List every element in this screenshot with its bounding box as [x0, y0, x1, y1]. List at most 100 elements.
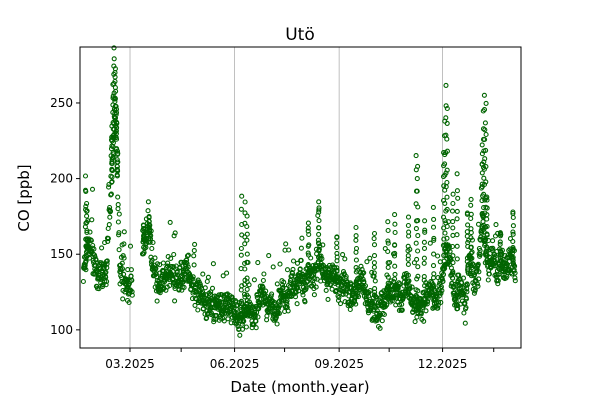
- data-point: [345, 281, 351, 287]
- data-point: [399, 307, 405, 313]
- x-tick-label: 12.2025: [418, 357, 468, 371]
- data-point: [442, 218, 448, 224]
- data-point: [421, 260, 427, 266]
- data-point: [209, 285, 216, 291]
- data-point: [441, 183, 447, 189]
- data-point: [294, 301, 300, 307]
- data-point: [334, 250, 340, 256]
- data-point: [372, 299, 378, 305]
- data-point: [242, 266, 248, 272]
- y-tick-label: 100: [50, 323, 73, 337]
- data-point: [200, 271, 206, 277]
- data-point: [244, 301, 250, 307]
- data-point: [84, 244, 90, 251]
- data-point: [367, 288, 373, 294]
- data-point: [405, 214, 412, 220]
- data-point: [442, 200, 448, 206]
- data-point: [114, 148, 121, 154]
- data-point: [115, 202, 121, 208]
- data-point: [465, 240, 471, 246]
- data-point: [244, 231, 250, 237]
- data-point: [483, 236, 489, 243]
- data-point: [253, 325, 259, 331]
- data-point: [444, 120, 450, 126]
- data-point: [238, 252, 244, 258]
- y-tick-label: 200: [50, 172, 73, 186]
- data-point: [454, 188, 460, 194]
- data-point: [407, 283, 413, 289]
- data-point: [427, 240, 433, 246]
- data-point: [385, 280, 391, 286]
- data-point: [279, 282, 286, 288]
- data-point: [353, 245, 360, 252]
- data-point: [103, 282, 109, 288]
- data-point: [172, 298, 178, 304]
- data-point: [385, 264, 391, 270]
- data-point: [92, 254, 98, 260]
- data-point: [438, 290, 444, 296]
- data-point: [371, 260, 377, 266]
- data-point: [334, 240, 340, 246]
- data-point: [334, 234, 340, 240]
- data-point: [454, 216, 460, 222]
- data-point: [371, 236, 377, 242]
- data-point: [392, 250, 398, 256]
- data-point: [244, 213, 250, 219]
- data-point: [84, 219, 90, 225]
- data-point: [385, 240, 391, 246]
- data-point: [239, 326, 246, 332]
- data-point: [468, 255, 474, 261]
- data-point: [228, 320, 234, 326]
- x-tick-label: 09.2025: [314, 357, 364, 371]
- data-point: [483, 164, 489, 170]
- data-point: [306, 242, 312, 248]
- data-point: [444, 167, 450, 173]
- data-point: [414, 188, 420, 194]
- data-point: [238, 298, 244, 304]
- data-point: [114, 125, 120, 131]
- data-point: [468, 211, 474, 217]
- data-point: [128, 267, 134, 273]
- data-point: [455, 195, 461, 201]
- data-point: [464, 229, 470, 235]
- data-point: [479, 181, 485, 187]
- data-point: [141, 223, 147, 229]
- data-point: [113, 103, 119, 109]
- data-point: [392, 229, 398, 236]
- data-point: [274, 281, 280, 287]
- data-point: [83, 203, 89, 209]
- data-point: [444, 235, 450, 241]
- data-point: [353, 233, 359, 239]
- data-point: [269, 291, 275, 297]
- data-point: [443, 241, 449, 247]
- data-point: [84, 229, 90, 236]
- gridlines: [129, 47, 443, 348]
- data-point: [106, 184, 112, 190]
- data-point: [342, 256, 348, 262]
- data-point: [104, 261, 110, 267]
- data-point: [83, 249, 90, 255]
- data-point: [450, 232, 456, 238]
- data-point: [251, 277, 257, 283]
- data-point: [468, 196, 474, 202]
- data-point: [112, 66, 118, 72]
- data-point: [83, 259, 89, 265]
- data-point: [371, 292, 378, 298]
- data-point: [83, 267, 89, 273]
- data-point: [371, 253, 378, 259]
- data-point: [305, 268, 312, 274]
- data-point: [437, 259, 443, 265]
- data-point: [498, 258, 504, 264]
- data-point: [481, 92, 487, 98]
- data-point: [121, 271, 127, 277]
- data-point: [438, 299, 444, 305]
- data-point: [444, 206, 450, 212]
- data-point: [154, 298, 160, 304]
- data-point: [424, 301, 430, 307]
- data-point: [421, 245, 428, 251]
- data-point: [107, 214, 113, 220]
- data-point: [450, 225, 456, 231]
- data-point: [141, 228, 147, 235]
- data-point: [113, 134, 119, 140]
